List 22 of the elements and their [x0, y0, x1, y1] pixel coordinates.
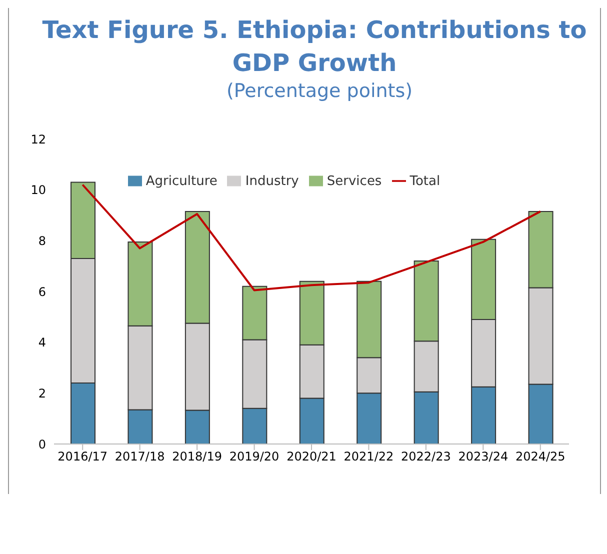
y-tick-label: 6 [38, 284, 46, 299]
x-tick-label: 2021/22 [344, 450, 394, 464]
y-tick-label: 8 [38, 234, 46, 248]
x-tick-label: 2023/24 [458, 450, 508, 464]
x-tick-label: 2019/20 [229, 450, 280, 464]
x-tick-label: 2017/18 [114, 450, 165, 464]
y-tick-label: 0 [38, 437, 46, 452]
x-tick-label: 2020/21 [286, 450, 336, 464]
x-tick-label: 2018/19 [172, 450, 222, 464]
legend-label: Total [410, 174, 440, 189]
x-tick-label: 2016/17 [58, 450, 108, 464]
legend-label: Industry [245, 174, 299, 189]
y-tick-label: 4 [38, 336, 46, 350]
x-tick-label: 2024/25 [515, 450, 566, 464]
y-tick-label: 12 [30, 132, 46, 146]
chart-subtitle: (Percentage points) [225, 80, 414, 102]
y-tick-label: 2 [38, 386, 46, 400]
chart-title: Text Figure 5. Ethiopia: Contributions to GDP Growth [41, 15, 588, 79]
legend-label: Agriculture [146, 174, 218, 189]
y-tick-label: 10 [30, 183, 46, 198]
x-tick-label: 2022/23 [401, 450, 451, 464]
legend-label: Services [326, 174, 382, 189]
